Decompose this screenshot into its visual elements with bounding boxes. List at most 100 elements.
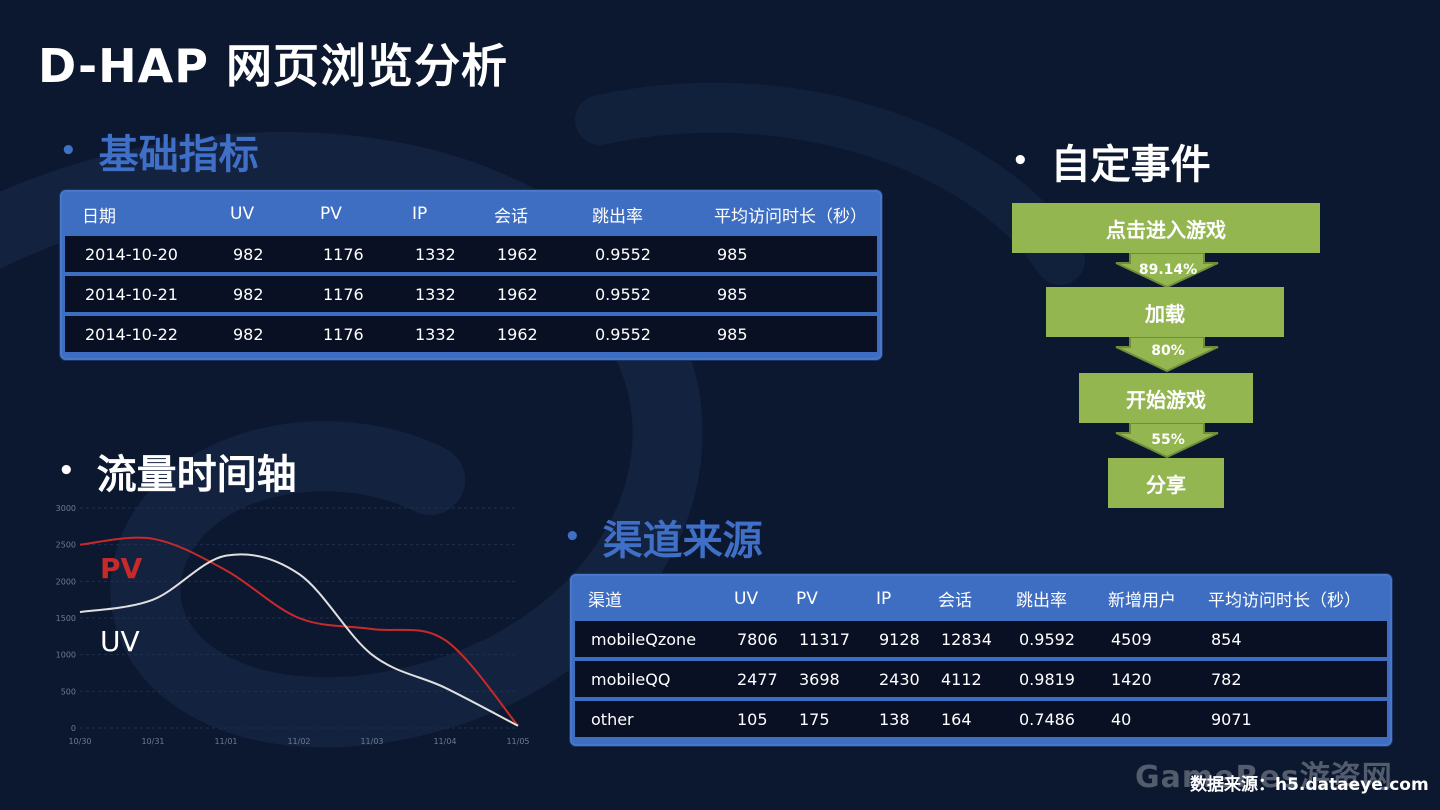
table-cell: 175 xyxy=(799,709,830,729)
header-cell: 新增用户 xyxy=(1108,591,1176,611)
bullet-icon: • xyxy=(564,522,581,552)
table-cell: 4509 xyxy=(1111,629,1152,649)
table-cell: 1176 xyxy=(323,324,364,344)
traffic-line-chart: 0 500 1000 1500 2000 2500 3000 10/30 10/31 11/01 1… xyxy=(56,504,530,746)
section-label: 渠道来源 xyxy=(602,518,763,564)
table-cell: mobileQQ xyxy=(591,669,671,689)
x-tick-label: 11/03 xyxy=(360,737,383,746)
table-cell: 1420 xyxy=(1111,669,1152,689)
bullet-icon: • xyxy=(58,456,75,486)
table-cell: 2477 xyxy=(737,669,778,689)
x-tick-label: 11/01 xyxy=(214,737,237,746)
table-row: mobileQzone 7806 11317 9128 12834 0.9592… xyxy=(575,621,1387,657)
table-cell: 105 xyxy=(737,709,768,729)
table-cell: 0.9819 xyxy=(1019,669,1075,689)
table-cell: 985 xyxy=(717,244,748,264)
table-cell: 2014-10-20 xyxy=(85,244,178,264)
series-line-uv xyxy=(79,553,519,727)
page-title: D-HAP 网页浏览分析 xyxy=(38,39,508,93)
y-tick-label: 2000 xyxy=(56,577,76,586)
funnel-arrow-icon xyxy=(1115,253,1219,289)
table-row: 2014-10-20 982 1176 1332 1962 0.9552 985 xyxy=(65,236,877,272)
section-label: 流量时间轴 xyxy=(96,452,297,498)
table-cell: 982 xyxy=(233,324,264,344)
header-cell: PV xyxy=(320,204,342,224)
bullet-icon: • xyxy=(1012,146,1029,176)
header-cell: UV xyxy=(230,204,255,224)
table-cell: 12834 xyxy=(941,629,992,649)
funnel-rate: 89.14% xyxy=(1138,262,1198,278)
section-label: 自定事件 xyxy=(1050,142,1211,188)
x-tick-label: 11/05 xyxy=(506,737,529,746)
channel-source-table: 渠道 UV PV IP 会话 跳出率 新增用户 平均访问时长（秒） mobile… xyxy=(570,574,1392,746)
table-cell: 0.9552 xyxy=(595,324,651,344)
funnel-step-enter-game: 点击进入游戏 xyxy=(1012,203,1320,253)
table-cell: 164 xyxy=(941,709,972,729)
header-cell: 渠道 xyxy=(588,591,622,611)
header-cell: PV xyxy=(796,588,818,609)
section-channel-source: • 渠道来源 xyxy=(564,508,763,566)
funnel-arrow-icon xyxy=(1115,423,1219,459)
funnel-rate: 55% xyxy=(1151,432,1185,448)
table-cell: mobileQzone xyxy=(591,629,697,649)
table-cell: 985 xyxy=(717,284,748,304)
table-cell: 0.9592 xyxy=(1019,629,1075,649)
table-cell: 1332 xyxy=(415,324,456,344)
header-cell: 会话 xyxy=(938,591,972,611)
table-cell: 1962 xyxy=(497,324,538,344)
bullet-icon: • xyxy=(60,136,77,166)
header-cell: IP xyxy=(876,588,892,609)
table-cell: 982 xyxy=(233,284,264,304)
table-cell: 2014-10-21 xyxy=(85,284,178,304)
funnel-rate: 80% xyxy=(1151,343,1185,359)
table-cell: 1962 xyxy=(497,284,538,304)
table-cell: 1332 xyxy=(415,244,456,264)
section-traffic-timeline: • 流量时间轴 xyxy=(58,442,297,500)
y-tick-label: 2500 xyxy=(56,541,76,550)
table-cell: 138 xyxy=(879,709,910,729)
table-header: 渠道 UV PV IP 会话 跳出率 新增用户 平均访问时长（秒） xyxy=(572,576,1390,621)
table-cell: 985 xyxy=(717,324,748,344)
x-tick-label: 11/04 xyxy=(433,737,456,746)
basic-metrics-table: 日期 UV PV IP 会话 跳出率 平均访问时长（秒） 2014-10-20 … xyxy=(60,190,882,360)
table-cell: 4112 xyxy=(941,669,982,689)
header-cell: 平均访问时长（秒） xyxy=(714,206,867,227)
table-row: 2014-10-21 982 1176 1332 1962 0.9552 985 xyxy=(65,276,877,312)
y-tick-label: 500 xyxy=(61,687,76,696)
header-cell: 平均访问时长（秒） xyxy=(1208,591,1361,611)
table-cell: 3698 xyxy=(799,669,840,689)
funnel-step-start-game: 开始游戏 xyxy=(1079,373,1253,423)
header-cell: 跳出率 xyxy=(1016,591,1067,611)
table-row: mobileQQ 2477 3698 2430 4112 0.9819 1420… xyxy=(575,661,1387,697)
legend-pv: PV xyxy=(100,552,143,585)
table-cell: 7806 xyxy=(737,629,778,649)
section-label: 基础指标 xyxy=(98,132,259,178)
watermark: GameRes游资网 xyxy=(1135,760,1393,795)
table-cell: 1176 xyxy=(323,284,364,304)
funnel-arrow-icon xyxy=(1115,337,1219,373)
table-cell: 40 xyxy=(1111,709,1132,729)
x-tick-label: 11/02 xyxy=(287,737,310,746)
table-cell: 854 xyxy=(1211,629,1242,649)
table-cell: 1176 xyxy=(323,244,364,264)
table-cell: 2014-10-22 xyxy=(85,324,178,344)
legend-uv: UV xyxy=(100,625,140,658)
table-cell: 0.7486 xyxy=(1019,709,1075,729)
header-cell: 日期 xyxy=(82,206,116,227)
x-tick-label: 10/31 xyxy=(141,737,164,746)
x-tick-label: 10/30 xyxy=(68,737,91,746)
table-cell: 782 xyxy=(1211,669,1242,689)
table-header: 日期 UV PV IP 会话 跳出率 平均访问时长（秒） xyxy=(62,192,880,236)
section-basic-metrics: • 基础指标 xyxy=(60,122,259,180)
table-row: other 105 175 138 164 0.7486 40 9071 xyxy=(575,701,1387,737)
table-cell: 2430 xyxy=(879,669,920,689)
funnel-step-loading: 加载 xyxy=(1046,287,1284,337)
table-cell: 1962 xyxy=(497,244,538,264)
table-cell: other xyxy=(591,709,634,729)
table-cell: 11317 xyxy=(799,629,850,649)
table-cell: 982 xyxy=(233,244,264,264)
table-cell: 1332 xyxy=(415,284,456,304)
header-cell: IP xyxy=(412,204,428,224)
header-cell: UV xyxy=(734,588,759,609)
y-tick-label: 1500 xyxy=(56,614,76,623)
